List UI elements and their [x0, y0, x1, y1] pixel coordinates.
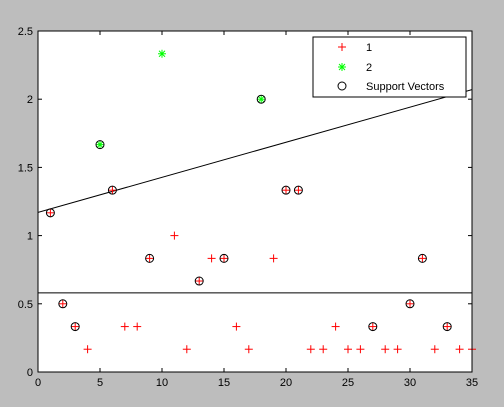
point-series-support-vectors-1 — [45, 208, 55, 218]
point-series-1-16 — [393, 345, 402, 354]
point-series-support-vectors-13 — [405, 299, 415, 309]
data-points — [45, 49, 476, 354]
x-tick-label: 20 — [280, 377, 292, 389]
point-series-support-vectors-5 — [107, 185, 117, 195]
point-series-support-vectors-9 — [256, 94, 266, 104]
point-series-2-3 — [257, 95, 266, 104]
x-tick-label: 10 — [156, 377, 168, 389]
point-series-1-14 — [368, 322, 377, 331]
y-tick-label: 2 — [27, 94, 33, 106]
boundary-line-1 — [38, 89, 472, 213]
point-series-support-vectors-15 — [442, 322, 452, 332]
point-series-1-30 — [282, 186, 290, 195]
y-tick-label: 0 — [27, 367, 33, 379]
point-series-support-vectors-4 — [95, 140, 105, 150]
point-series-1-13 — [356, 345, 365, 354]
x-tick-label: 25 — [342, 377, 354, 389]
point-series-support-vectors-12 — [368, 322, 378, 332]
point-series-1-4 — [120, 322, 129, 331]
legend-marker-3 — [337, 81, 347, 91]
point-series-1-31 — [294, 186, 303, 195]
point-series-1-32 — [418, 254, 427, 263]
point-series-1-28 — [220, 254, 228, 263]
point-series-1-3 — [83, 345, 92, 354]
legend: 1 2 Support Vectors — [312, 36, 467, 98]
point-series-1-11 — [331, 322, 340, 331]
point-series-support-vectors-3 — [70, 322, 80, 332]
point-series-support-vectors-11 — [293, 185, 303, 195]
y-tick-label: 1 — [27, 231, 33, 243]
point-series-1-18 — [430, 345, 439, 354]
point-series-1-17 — [406, 299, 414, 308]
point-series-2-2 — [158, 49, 166, 58]
point-series-support-vectors-6 — [145, 253, 155, 263]
point-series-1-20 — [455, 345, 464, 354]
point-series-1-5 — [133, 322, 142, 331]
point-series-support-vectors-10 — [281, 185, 291, 195]
point-series-1-22 — [46, 208, 55, 217]
point-series-1-8 — [244, 345, 253, 354]
x-tick-label: 0 — [35, 377, 41, 389]
point-series-support-vectors-7 — [194, 276, 204, 286]
y-tick-label: 0.5 — [18, 299, 33, 311]
y-tick-label: 1.5 — [18, 162, 33, 174]
legend-label-3: Support Vectors — [366, 81, 445, 93]
x-tick-label: 35 — [466, 377, 478, 389]
legend-marker-1 — [338, 43, 346, 51]
point-series-1-15 — [381, 345, 390, 354]
point-series-1-29 — [269, 254, 278, 263]
plot-frame — [37, 30, 473, 373]
point-series-support-vectors-14 — [417, 253, 427, 263]
decision-lines — [38, 89, 472, 294]
point-series-1-6 — [182, 345, 191, 354]
axis-ticks: 0 5 10 15 20 25 30 35 0 0.5 1 1.5 2 2.5 — [18, 26, 478, 389]
x-tick-label: 15 — [218, 377, 230, 389]
point-series-2-1 — [96, 140, 104, 149]
point-series-1-2 — [71, 322, 80, 331]
x-tick-label: 5 — [97, 377, 103, 389]
point-series-1-7 — [232, 322, 241, 331]
point-series-1-10 — [319, 345, 328, 354]
legend-label-1: 1 — [366, 42, 372, 54]
point-series-support-vectors-8 — [219, 253, 229, 263]
point-series-1-24 — [145, 254, 154, 263]
point-series-1-1 — [58, 299, 67, 308]
legend-label-2: 2 — [366, 62, 372, 74]
legend-marker-2 — [338, 63, 346, 71]
point-series-1-25 — [170, 231, 179, 240]
point-series-1-23 — [108, 186, 117, 195]
point-series-1-27 — [207, 254, 216, 263]
point-series-support-vectors-2 — [58, 299, 68, 309]
point-series-1-9 — [306, 345, 315, 354]
y-tick-label: 2.5 — [18, 26, 33, 38]
point-series-1-26 — [195, 277, 204, 286]
point-series-1-19 — [443, 322, 452, 331]
point-series-1-12 — [344, 345, 352, 354]
x-tick-label: 30 — [404, 377, 416, 389]
